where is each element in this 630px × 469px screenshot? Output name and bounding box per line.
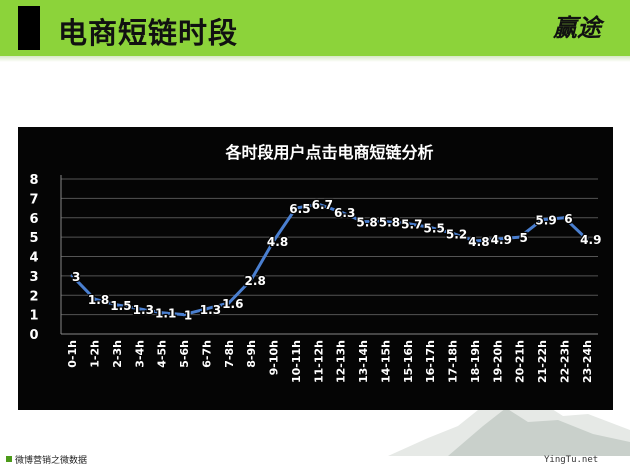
x-tick-label: 1-2h	[89, 340, 102, 368]
series-line	[71, 202, 588, 317]
data-point	[70, 274, 74, 278]
x-tick-label: 2-3h	[111, 340, 124, 368]
bullet-square-icon	[6, 456, 12, 462]
data-point	[204, 307, 209, 311]
data-label: 5.8	[356, 216, 377, 230]
data-point	[92, 297, 97, 301]
y-tick-label: 5	[29, 231, 38, 246]
data-label: 6.5	[289, 202, 310, 216]
data-label: 2.8	[245, 274, 266, 288]
data-point	[182, 313, 186, 317]
y-tick-label: 0	[29, 328, 38, 343]
data-label: 5	[520, 231, 528, 245]
x-tick-label: 14-15h	[379, 340, 392, 383]
data-point	[473, 239, 477, 243]
data-label: 3	[72, 270, 80, 284]
data-point	[227, 301, 231, 305]
data-label: 1.5	[110, 299, 131, 313]
x-tick-label: 5-6h	[178, 340, 191, 368]
data-point	[428, 225, 432, 230]
data-point	[115, 303, 119, 307]
data-label: 4.9	[491, 233, 512, 247]
x-tick-label: 15-16h	[402, 340, 415, 383]
data-point	[137, 307, 141, 311]
footer-note: 微博营销之微数据	[6, 453, 87, 466]
x-tick-label: 16-17h	[424, 340, 437, 383]
y-tick-label: 2	[29, 289, 38, 304]
data-point	[450, 231, 455, 235]
x-tick-label: 0-1h	[66, 340, 79, 368]
mountain-decoration	[388, 394, 630, 456]
x-tick-label: 8-9h	[245, 340, 258, 368]
header-divider	[0, 56, 630, 62]
chart-title: 各时段用户点击电商短链分析	[224, 143, 433, 162]
footer-site: YingTu.net	[544, 455, 599, 465]
data-label: 5.8	[379, 216, 400, 230]
data-point	[518, 235, 522, 239]
x-tick-label: 13-14h	[357, 340, 370, 383]
data-label: 6	[564, 212, 572, 226]
data-point	[540, 218, 544, 222]
data-label: 6.7	[312, 198, 333, 212]
x-tick-label: 21-22h	[536, 340, 549, 383]
data-point	[160, 311, 164, 315]
data-label: 1.3	[200, 303, 221, 317]
data-point	[294, 206, 298, 210]
y-tick-label: 1	[29, 309, 38, 324]
x-tick-label: 18-19h	[469, 340, 482, 383]
brand-logo: 赢途	[553, 13, 601, 42]
data-label: 6.3	[334, 206, 355, 220]
data-point	[249, 278, 253, 282]
data-label: 1.8	[88, 293, 109, 307]
x-tick-label: 9-10h	[268, 340, 281, 375]
data-point	[585, 237, 589, 241]
data-label: 1.1	[155, 307, 176, 321]
data-point	[271, 239, 276, 243]
data-label: 4.8	[267, 235, 288, 249]
data-point	[495, 237, 499, 241]
y-tick-label: 4	[29, 251, 38, 266]
data-label: 4.9	[580, 233, 601, 247]
x-tick-label: 10-11h	[290, 340, 303, 383]
y-tick-label: 8	[29, 173, 38, 188]
x-tick-label: 7-8h	[223, 340, 236, 368]
data-label: 5.2	[446, 227, 467, 241]
data-label: 5.7	[401, 218, 422, 232]
x-tick-label: 19-20h	[491, 340, 504, 383]
y-tick-label: 3	[29, 270, 38, 285]
data-point	[316, 202, 320, 206]
x-tick-label: 3-4h	[133, 340, 146, 368]
x-tick-label: 20-21h	[514, 340, 527, 383]
data-label: 1.6	[222, 297, 243, 311]
x-tick-label: 6-7h	[200, 340, 213, 368]
x-tick-label: 17-18h	[447, 340, 460, 383]
data-point	[383, 220, 388, 224]
header-bar: 电商短链时段 赢途	[0, 0, 630, 56]
y-tick-label: 6	[29, 212, 38, 227]
data-label: 5.9	[535, 214, 556, 228]
x-tick-label: 4-5h	[156, 340, 169, 368]
data-label: 1	[184, 309, 192, 323]
data-point	[406, 221, 410, 226]
data-point	[339, 210, 343, 214]
page-title: 电商短链时段	[58, 16, 239, 50]
x-tick-label: 11-12h	[312, 340, 325, 383]
data-label: 4.8	[468, 235, 489, 249]
x-tick-label: 23-24h	[581, 340, 594, 383]
y-tick-label: 7	[29, 192, 38, 207]
data-point	[361, 220, 365, 224]
header-accent	[18, 6, 40, 50]
x-tick-label: 12-13h	[335, 340, 348, 383]
x-tick-label: 22-23h	[558, 340, 571, 383]
footer-note-text: 微博营销之微数据	[15, 456, 88, 466]
data-label: 5.5	[424, 221, 445, 235]
data-point	[562, 216, 567, 220]
data-label: 1.3	[133, 303, 154, 317]
chart-panel	[18, 127, 613, 410]
